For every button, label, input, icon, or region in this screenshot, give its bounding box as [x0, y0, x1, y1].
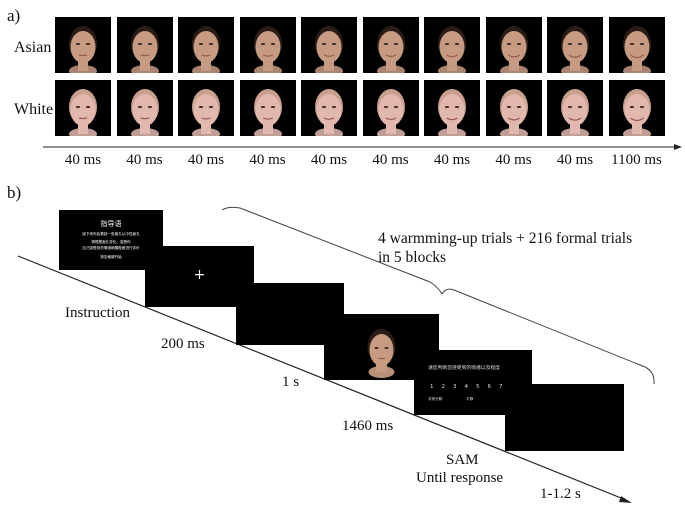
sam-scale-number: 3: [453, 384, 457, 390]
duration-label: 40 ms: [372, 152, 409, 168]
face-frame: [485, 80, 542, 136]
face-frame: [608, 17, 665, 73]
face-frame: [55, 17, 111, 73]
label-instruction: Instruction: [65, 305, 130, 321]
face-frame: [424, 80, 480, 136]
iti-screen: [505, 384, 624, 451]
bracket-annotation-line1: 4 warmming-up trials + 216 formal trials: [378, 230, 633, 247]
sequence-time-axis: [17, 255, 627, 501]
sam-anchor-left: 非常无聊: [428, 397, 443, 401]
sequence-arrowhead: [619, 496, 632, 503]
timeline-arrow: [43, 144, 682, 150]
target-face: [367, 329, 396, 378]
label-face-duration: 1460 ms: [342, 418, 394, 434]
instruction-line-4: 按空格键开始: [100, 255, 122, 259]
face-frame: [301, 17, 357, 73]
instruction-line-1: 接下来你会看到一张面孔从中性面孔: [82, 232, 140, 236]
instruction-line-3: 自己感受到的情绪唤醒程度进行评价: [82, 246, 140, 250]
panel-b-label: b): [7, 183, 22, 202]
label-fixation-duration: 200 ms: [161, 336, 205, 352]
duration-label: 40 ms: [126, 152, 163, 168]
bracket-annotation-line2: in 5 blocks: [378, 249, 447, 266]
face-frame: [55, 80, 111, 136]
duration-label: 40 ms: [495, 152, 532, 168]
face-frame: [547, 17, 603, 73]
duration-label: 40 ms: [249, 152, 286, 168]
face-frame: [239, 80, 296, 136]
duration-label: 40 ms: [310, 152, 348, 168]
face-frame: [362, 80, 419, 136]
face-frame: [116, 17, 173, 73]
sam-scale-number: 6: [487, 384, 492, 390]
fixation-screen: +: [145, 246, 254, 307]
trial-bracket: [221, 206, 655, 385]
sam-scale-number: 5: [476, 384, 480, 390]
face-frame: [301, 80, 357, 136]
face-frame: [485, 17, 542, 73]
fixation-cross: +: [193, 267, 206, 283]
duration-label: 40 ms: [556, 152, 594, 168]
face-frame: [608, 80, 665, 136]
sam-scale-number: 1: [430, 384, 434, 390]
face-frame: [178, 17, 234, 73]
label-sam-duration: Until response: [416, 470, 504, 486]
sam-anchor-mid: 平静: [466, 397, 474, 401]
panel-a-label: a): [7, 6, 21, 25]
row-label-white: White: [14, 101, 54, 118]
sam-prompt: 请您判断您感受到的情绪以及程度: [428, 366, 500, 371]
duration-label: 40 ms: [64, 152, 102, 168]
sam-scale-number: 4: [464, 384, 469, 390]
face-frame: [424, 17, 480, 73]
sam-scale-number: 2: [441, 384, 446, 390]
duration-label: 40 ms: [187, 152, 225, 168]
face-frame: [239, 17, 296, 73]
label-blank-duration: 1 s: [282, 374, 300, 390]
face-frame: [116, 80, 173, 136]
sam-scale-number: 7: [499, 384, 503, 390]
face-frame: [547, 80, 603, 136]
row-label-asian: Asian: [14, 39, 52, 56]
label-iti-duration: 1-1.2 s: [540, 486, 581, 502]
duration-label: 40 ms: [433, 152, 471, 168]
instruction-title: 指导语: [100, 220, 122, 228]
duration-label: 1100 ms: [611, 152, 662, 168]
instruction-line-2: 请根据面孔变化，感受你: [91, 240, 131, 244]
label-sam-title: SAM: [446, 452, 479, 468]
face-frame: [178, 80, 234, 136]
face-frame: [362, 17, 419, 73]
